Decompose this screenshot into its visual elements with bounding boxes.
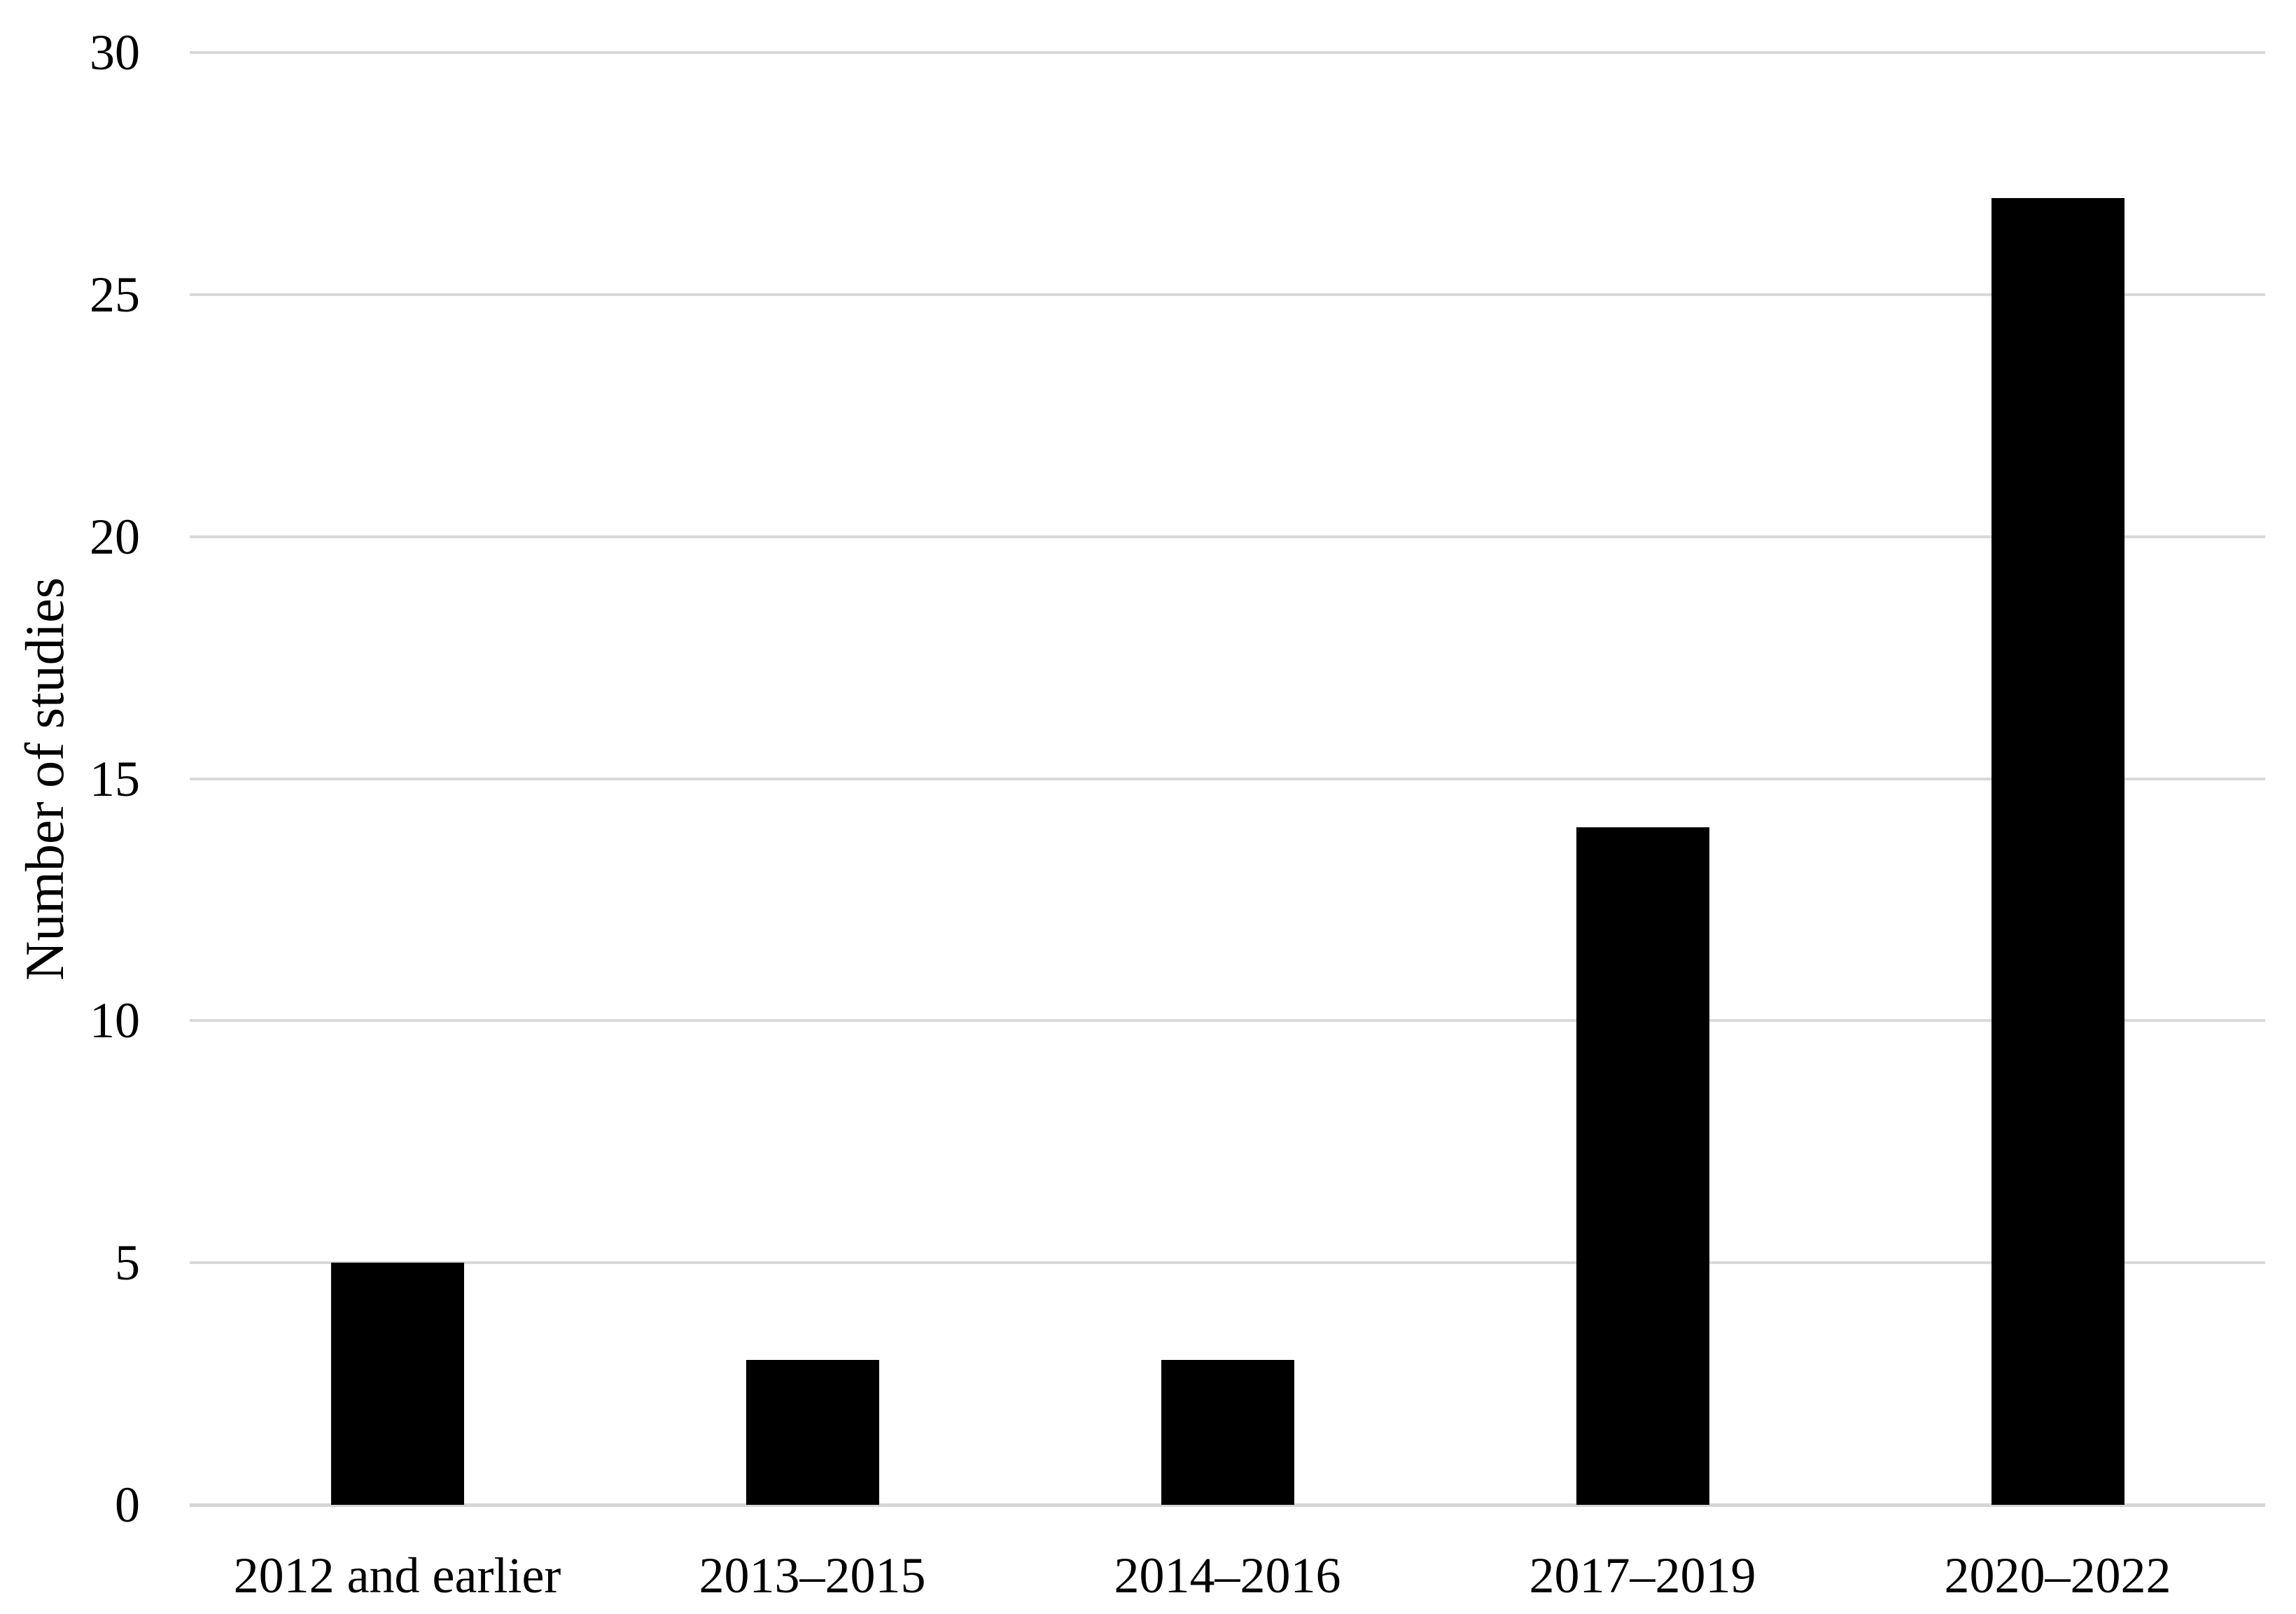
y-tick-label: 20 [90, 508, 140, 565]
bar [746, 1359, 879, 1505]
bar [1991, 197, 2124, 1505]
bar [330, 1263, 464, 1505]
y-tick-label: 15 [90, 750, 140, 807]
x-axis-label: 2014–2016 [1114, 1548, 1341, 1604]
y-tick-label: 25 [90, 266, 140, 323]
x-axis-label: 2020–2022 [1944, 1548, 2171, 1604]
x-axis-label: 2012 and earlier [233, 1548, 561, 1604]
gridline [190, 1261, 2265, 1265]
y-tick-label: 30 [90, 24, 140, 80]
bar [1576, 827, 1709, 1505]
x-axis-line [190, 1503, 2265, 1507]
x-axis-label: 2013–2015 [699, 1548, 926, 1604]
x-axis-label: 2017–2019 [1529, 1548, 1756, 1604]
gridline [190, 1019, 2265, 1023]
y-tick-label: 10 [90, 992, 140, 1049]
gridline [190, 51, 2265, 54]
gridline [190, 777, 2265, 780]
y-tick-label: 5 [115, 1235, 140, 1291]
gridline [190, 535, 2265, 538]
gridline [190, 293, 2265, 296]
bar [1161, 1359, 1294, 1505]
y-tick-label: 0 [115, 1477, 140, 1533]
